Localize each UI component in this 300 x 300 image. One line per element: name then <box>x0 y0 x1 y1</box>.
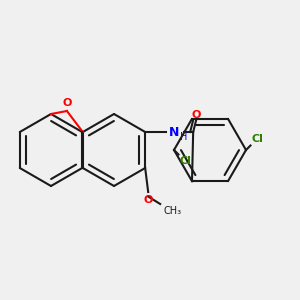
Text: O: O <box>143 195 153 205</box>
Text: Cl: Cl <box>180 156 192 166</box>
Text: H: H <box>180 131 187 142</box>
Text: Cl: Cl <box>252 134 264 144</box>
Text: O: O <box>62 98 72 108</box>
Text: N: N <box>169 125 180 139</box>
Text: CH₃: CH₃ <box>163 206 181 215</box>
Text: O: O <box>191 110 201 120</box>
